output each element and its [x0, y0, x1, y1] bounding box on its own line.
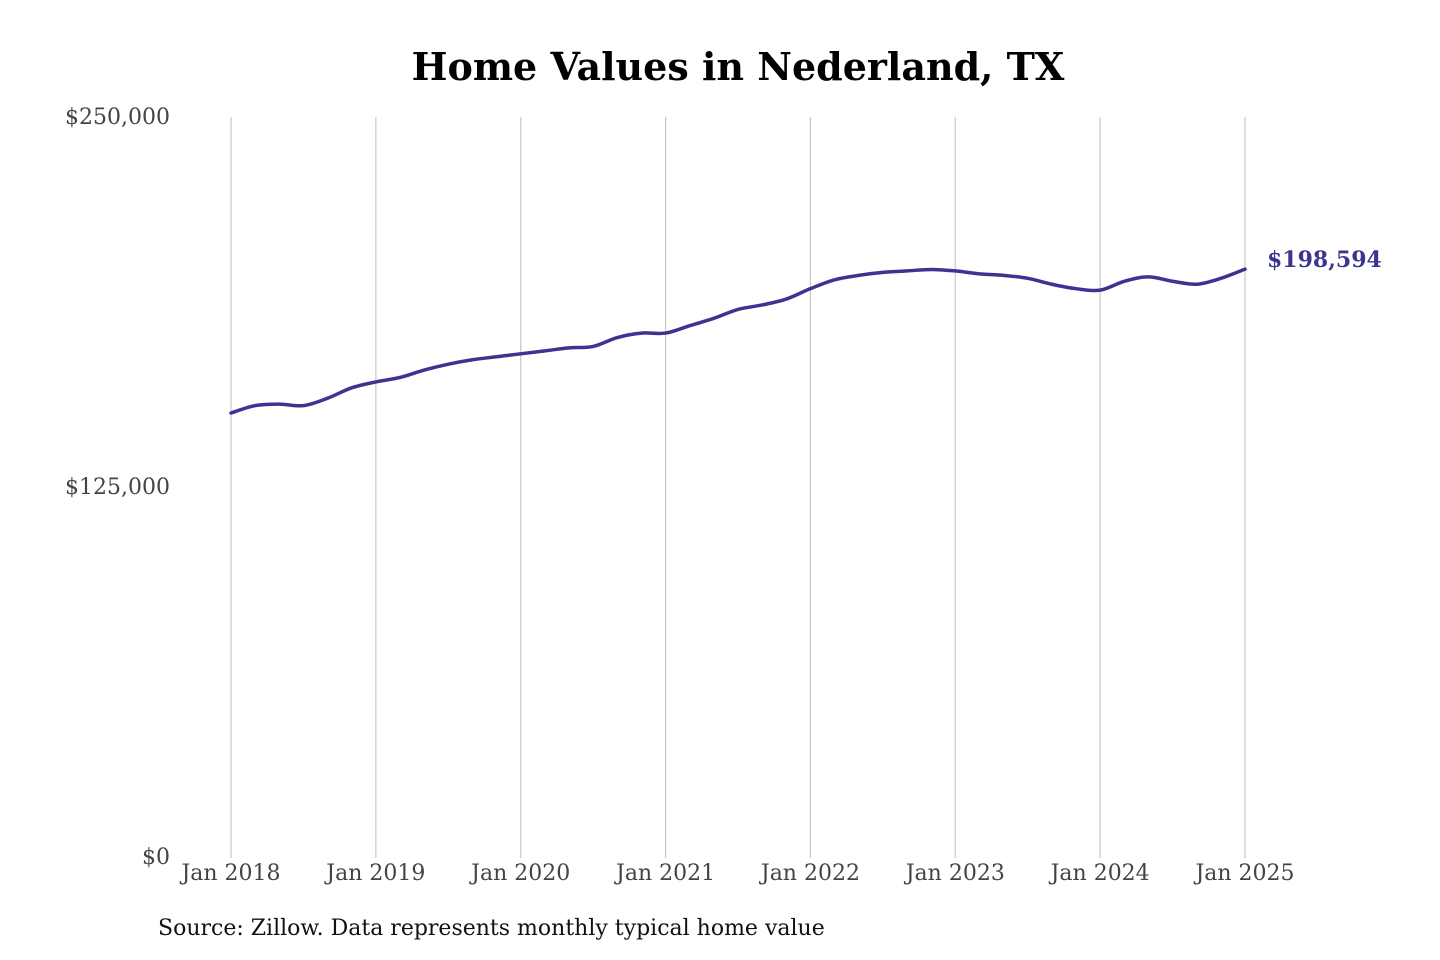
y-tick-label: $125,000 [65, 475, 170, 500]
x-tick-label: Jan 2019 [324, 861, 425, 886]
x-tick-label: Jan 2024 [1049, 861, 1150, 886]
y-axis-ticks: $0 $125,000 $250,000 [65, 105, 170, 870]
x-tick-label: Jan 2018 [179, 861, 280, 886]
y-tick-label: $250,000 [65, 105, 170, 130]
y-tick-label: $0 [142, 845, 170, 870]
gridlines [230, 117, 1246, 858]
x-axis-ticks: Jan 2018 Jan 2019 Jan 2020 Jan 2021 Jan 2022… [179, 861, 1294, 886]
end-value-label: $198,594 [1267, 247, 1382, 273]
x-tick-label: Jan 2023 [904, 861, 1005, 886]
x-tick-label: Jan 2020 [469, 861, 570, 886]
series-line [229, 267, 1247, 415]
source-note: Source: Zillow. Data represents monthly … [158, 916, 825, 941]
x-tick-label: Jan 2021 [614, 861, 715, 886]
x-tick-label: Jan 2022 [759, 861, 860, 886]
x-tick-label: Jan 2025 [1193, 861, 1294, 886]
chart-title: Home Values in Nederland, TX [411, 44, 1065, 89]
